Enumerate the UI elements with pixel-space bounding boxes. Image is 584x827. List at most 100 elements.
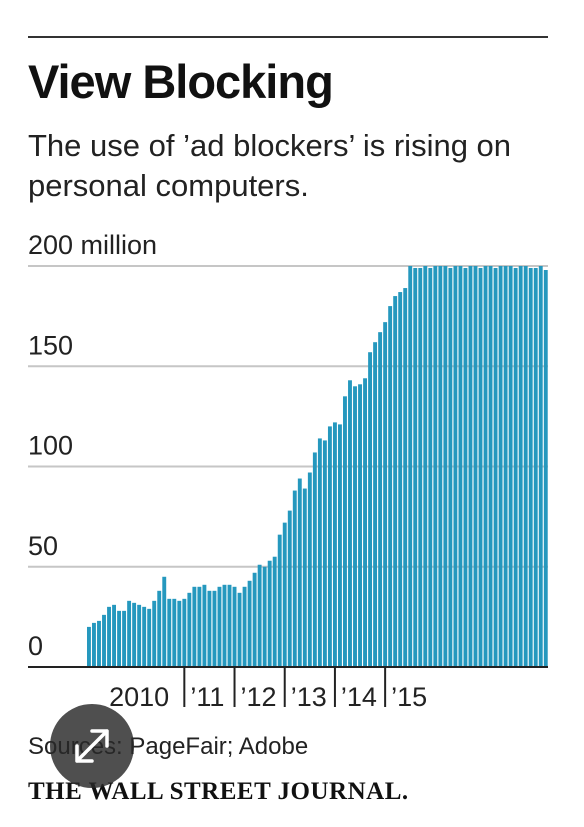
bar <box>292 490 297 667</box>
bar <box>523 266 528 667</box>
chart-subtitle: The use of ’ad blockers’ is rising on pe… <box>28 128 512 203</box>
bar <box>202 584 207 667</box>
bar <box>177 600 182 667</box>
bar <box>272 556 277 667</box>
bar <box>232 586 237 667</box>
bar <box>398 292 403 667</box>
bar <box>343 396 347 667</box>
bar <box>167 598 172 667</box>
bar <box>353 386 357 667</box>
bar <box>463 268 468 667</box>
bar <box>237 592 242 667</box>
y-tick-label: 0 <box>28 631 43 661</box>
bar <box>152 600 157 667</box>
bar <box>443 266 448 667</box>
bar <box>162 576 167 667</box>
bar <box>368 352 373 667</box>
bar <box>363 378 367 667</box>
bar <box>267 560 272 667</box>
bar <box>132 602 137 667</box>
bar <box>538 266 543 667</box>
bar <box>498 266 503 667</box>
bar <box>543 270 548 667</box>
bar <box>322 440 327 667</box>
bar <box>348 380 352 667</box>
x-tick-label: ’13 <box>291 682 327 712</box>
bar <box>282 522 287 667</box>
bar <box>433 266 438 667</box>
bar <box>252 572 257 667</box>
x-tick-label: 2010 <box>109 682 169 712</box>
bar <box>383 322 388 667</box>
bar <box>302 488 307 667</box>
bar <box>358 384 362 667</box>
bar <box>413 268 418 667</box>
bar <box>262 566 267 667</box>
bar <box>307 472 312 667</box>
bar <box>112 604 116 667</box>
bar <box>478 268 483 667</box>
bar <box>257 564 262 667</box>
bar <box>408 266 413 667</box>
bar <box>147 608 152 667</box>
x-tick-label: ’15 <box>391 682 427 712</box>
bar <box>192 586 197 667</box>
bar <box>142 606 147 667</box>
bar <box>378 332 383 667</box>
bar <box>338 424 342 667</box>
bar <box>473 266 478 667</box>
expand-arrows-icon <box>75 729 109 763</box>
bar <box>317 438 322 667</box>
bar <box>448 268 453 667</box>
bar <box>533 268 538 667</box>
bar <box>287 510 292 667</box>
bar <box>312 452 317 667</box>
bar <box>197 586 202 667</box>
bar <box>92 622 96 667</box>
bar <box>388 306 393 667</box>
bar <box>423 266 428 667</box>
y-tick-label: 150 <box>28 330 73 360</box>
bar <box>528 268 533 667</box>
bar <box>438 266 443 667</box>
bar <box>297 478 302 667</box>
bar <box>97 620 101 667</box>
bar <box>393 296 398 667</box>
bar <box>373 342 378 667</box>
y-tick-label: 200 million <box>28 230 157 260</box>
bar <box>247 580 252 667</box>
bar <box>172 598 177 667</box>
bar <box>117 610 122 667</box>
bar <box>518 266 523 667</box>
bar <box>187 592 192 667</box>
bar <box>87 626 91 667</box>
bar <box>212 590 217 667</box>
bar <box>107 606 111 667</box>
bar <box>217 586 222 667</box>
bar <box>332 422 337 667</box>
y-tick-label: 50 <box>28 531 58 561</box>
bar <box>327 426 332 667</box>
bar <box>453 266 458 667</box>
bar <box>157 590 162 667</box>
bar <box>182 598 187 667</box>
bar <box>137 604 142 667</box>
bar <box>102 614 106 667</box>
bar <box>503 266 508 667</box>
bar-chart: 0 50 100 150 200 million 2010 ’11 ’12 ’13 ’14 ’15 <box>28 230 548 712</box>
page-title: View Blocking <box>28 55 334 108</box>
expand-button[interactable] <box>50 704 134 788</box>
bar <box>418 268 423 667</box>
bar <box>508 266 513 667</box>
bar <box>468 266 473 667</box>
bar <box>242 586 247 667</box>
bar <box>488 266 493 667</box>
bar <box>483 266 488 667</box>
bar <box>122 610 127 667</box>
top-rule <box>28 36 548 38</box>
bar <box>513 268 518 667</box>
bar <box>428 268 433 667</box>
y-tick-label: 100 <box>28 431 73 461</box>
bar <box>127 600 132 667</box>
bar <box>222 584 227 667</box>
